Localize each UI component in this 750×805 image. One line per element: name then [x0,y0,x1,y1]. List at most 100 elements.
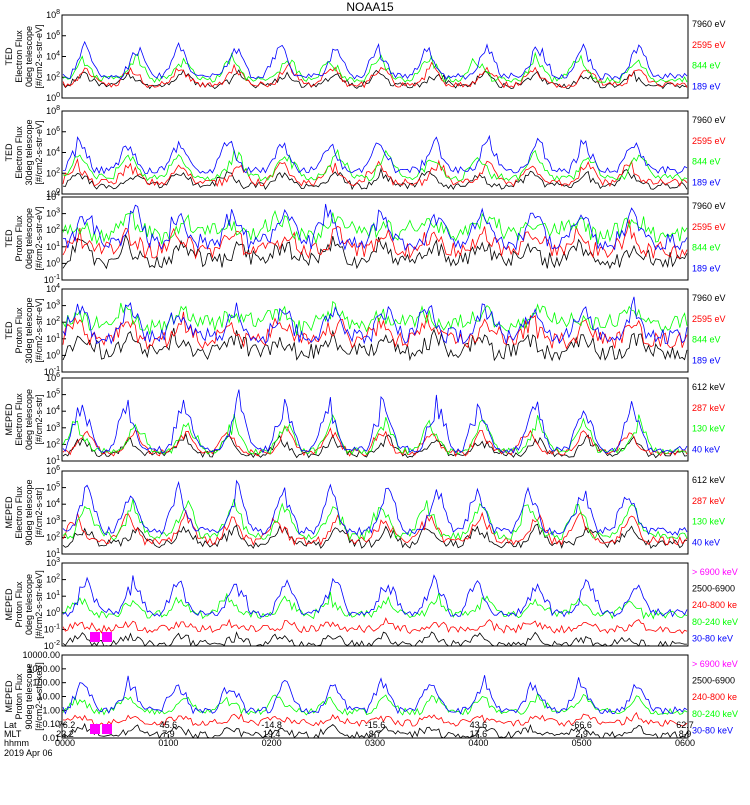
series-line [62,148,688,182]
legend-entry: 844 eV [692,61,721,71]
y-tick-label: 103 [46,208,60,219]
legend-entry: 189 eV [692,355,721,365]
series-line [62,296,688,345]
legend-entry: 130 keV [692,424,725,434]
legend-entry: 130 keV [692,517,725,527]
x-row-label: hhmm [4,738,29,748]
panel-frame [61,110,689,195]
y-axis-label-line: Proton Flux [14,307,24,354]
y-tick-label: 104 [46,498,60,509]
x-lat-label: 43.6 [470,720,488,730]
series-line [62,300,688,335]
legend-entry: 2595 eV [692,314,726,324]
legend-entry: 7960 eV [692,19,726,29]
y-axis-label-line: 0deg telescope [24,389,34,450]
series-line [62,692,688,716]
y-axis-label-line: MEPED [4,680,14,713]
y-axis-label-line: TED [4,229,14,248]
series-line [62,61,688,89]
y-axis-label-line: [#/cm2-s-str-eV] [34,120,44,184]
y-tick-label: 101 [46,590,60,601]
y-tick-label: 104 [46,51,60,62]
y-axis-label-line: MEPED [4,403,14,436]
series-line [62,591,688,620]
y-tick-label: 10-1 [44,274,60,285]
y-tick-label: 103 [46,300,60,311]
series-line [62,203,688,252]
y-tick-label: 103 [46,557,60,568]
y-tick-label: 106 [46,126,60,137]
y-axis-label-line: Electron Flux [14,30,24,83]
series-line [62,523,688,549]
y-tick-label: 102 [46,167,60,178]
legend-entry: 240-800 ke [692,600,737,610]
panel-ted-proton-0deg: 10-1 100 101 102 103 104 TED Proton Flux 0deg te… [4,191,726,285]
y-tick-label: 100 [46,257,60,268]
legend-entry: 287 keV [692,403,725,413]
series-line [62,414,688,456]
magenta-burst [102,632,112,642]
legend-entry: 844 eV [692,157,721,167]
panel-ted-electron-30deg: 100 102 104 106 108 TED Electron Flux 30deg tel… [4,105,726,199]
legend-entry: 189 eV [692,263,721,273]
series-line [62,51,688,84]
y-tick-label: 106 [46,372,60,383]
series-line [62,509,688,546]
y-tick-label: 103 [46,515,60,526]
legend-entry: 2500-6900 [692,584,735,594]
series-line [62,722,688,739]
legend-entry: 612 keV [692,382,725,392]
series-line [62,167,688,191]
y-axis-label-line: [#/cm2-s-str-keV] [34,662,44,731]
panel-frame [61,470,689,555]
legend-entry: 40 keV [692,537,720,547]
legend-entry: 30-80 keV [692,633,733,643]
legend-entry: > 6900 keV [692,567,738,577]
y-axis-label-line: [#/cm2-s-str] [34,394,44,444]
y-tick-label: 102 [46,531,60,542]
x-lat-label: -76.2 [55,720,76,730]
x-lat-label: 45.6 [160,720,178,730]
legend-entry: 844 eV [692,335,721,345]
chart-title: NOAA15 [346,0,394,14]
legend-entry: 844 eV [692,243,721,253]
y-tick-label: 0.10 [42,719,60,729]
y-tick-label: 1.00 [42,705,60,715]
y-tick-label: 0.01 [42,733,60,743]
y-axis-label-line: Electron Flux [14,486,24,539]
legend-entry: 7960 eV [692,293,726,303]
x-lat-label: -14.8 [261,720,282,730]
legend-entry: 189 eV [692,177,721,187]
y-tick-label: 106 [46,465,60,476]
y-tick-label: 102 [46,574,60,585]
y-tick-label: 101 [46,548,60,559]
y-tick-label: 104 [46,147,60,158]
y-axis-label-line: [#/cm2-s-str-eV] [34,24,44,88]
y-axis-label-line: 0deg telescope [24,26,34,87]
y-tick-label: 10.00 [37,692,60,702]
y-axis-label-line: 30deg telescope [24,119,34,185]
y-tick-label: 10-1 [44,366,60,377]
y-axis-label-line: [#/cm2-s-str] [34,487,44,537]
panel-meped-proton-90deg: 0.01 0.10 1.00 10.00 100.00 1000.00 10000.00 ME… [4,650,738,743]
series-line [62,675,688,715]
magenta-burst [90,724,100,734]
y-tick-label: 108 [46,9,60,20]
y-axis-label-line: 0deg telescope [24,574,34,635]
y-tick-label: 106 [46,30,60,41]
series-line [62,389,688,454]
x-lat-label: -66.6 [571,720,592,730]
y-axis-label-line: TED [4,143,14,162]
x-hhmm-label: 0000 [55,738,75,748]
y-axis-label-line: 90deg telescope [24,663,34,729]
y-axis-label-line: MEPED [4,588,14,621]
legend-entry: 7960 eV [692,201,726,211]
y-axis-label-line: TED [4,321,14,340]
y-axis-label-line: 90deg telescope [24,479,34,545]
y-axis-label-line: Proton Flux [14,581,24,628]
legend-entry: 30-80 keV [692,725,733,735]
panel-frame [61,377,689,462]
series-line [62,40,688,80]
y-tick-label: 102 [46,224,60,235]
